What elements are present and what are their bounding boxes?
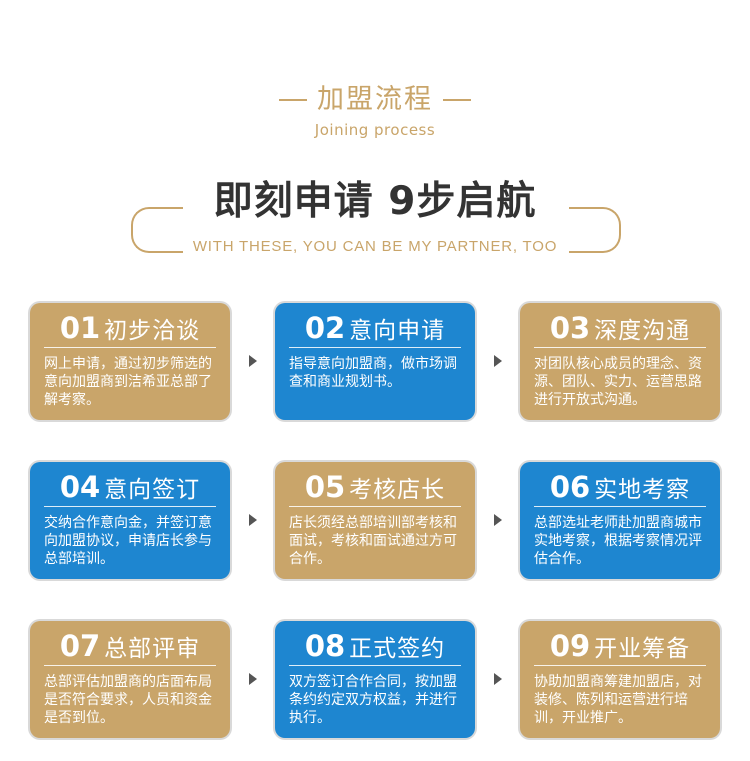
headline: 即刻申请 9步启航 [213,179,537,224]
step-card-header: 08 正式签约 [289,628,461,666]
step-card-header: 07 总部评审 [44,628,216,666]
step-card-07: 07 总部评审 总部评估加盟商的店面布局是否符合要求，人员和资金是否到位。 [30,621,230,738]
step-card-02: 02 意向申请 指导意向加盟商，做市场调查和商业规划书。 [275,303,475,420]
step-description: 对团队核心成员的理念、资源、团队、实力、运营思路进行开放式沟通。 [534,356,702,408]
step-number: 08 [304,629,346,663]
step-description: 双方签订合作合同，按加盟条约约定双方权益，并进行执行。 [289,674,457,726]
step-number: 07 [59,629,101,663]
step-title: 初步洽谈 [104,318,201,344]
arrow-right-icon [249,514,257,526]
step-description: 交纳合作意向金，并签订意向加盟协议，申请店长参与总部培训。 [44,515,212,567]
step-title: 考核店长 [349,477,446,503]
step-number: 01 [59,311,101,345]
step-number: 03 [549,311,591,345]
step-description: 店长须经总部培训部考核和面试，考核和面试通过方可合作。 [289,515,457,567]
step-number: 04 [59,470,101,504]
arrow-right-icon [494,673,502,685]
arrow-right-icon [494,514,502,526]
step-card-header: 01 初步洽谈 [44,310,216,348]
step-card-header: 03 深度沟通 [534,310,706,348]
step-card-06: 06 实地考察 总部选址老师赴加盟商城市实地考察，根据考察情况评估合作。 [520,462,720,579]
step-title: 实地考察 [594,477,691,503]
step-card-09: 09 开业筹备 协助加盟商筹建加盟店，对装修、陈列和运营进行培训，开业推广。 [520,621,720,738]
step-card-header: 06 实地考察 [534,469,706,507]
step-card-01: 01 初步洽谈 网上申请，通过初步筛选的意向加盟商到洁希亚总部了解考察。 [30,303,230,420]
tagline: WITH THESE, YOU CAN BE MY PARTNER, TOO [0,238,750,255]
step-card-header: 05 考核店长 [289,469,461,507]
arrow-right-icon [249,673,257,685]
header: 加盟流程 Joining process 即刻申请 9步启航 WITH THES… [0,0,750,290]
title-row: 加盟流程 [0,86,750,113]
step-card-03: 03 深度沟通 对团队核心成员的理念、资源、团队、实力、运营思路进行开放式沟通。 [520,303,720,420]
step-title: 深度沟通 [594,318,691,344]
title-dash-right [443,98,471,101]
step-description: 指导意向加盟商，做市场调查和商业规划书。 [289,356,457,390]
step-card-header: 02 意向申请 [289,310,461,348]
step-card-08: 08 正式签约 双方签订合作合同，按加盟条约约定双方权益，并进行执行。 [275,621,475,738]
step-card-05: 05 考核店长 店长须经总部培训部考核和面试，考核和面试通过方可合作。 [275,462,475,579]
step-card-header: 04 意向签订 [44,469,216,507]
step-title: 意向签订 [104,477,201,503]
step-number: 05 [304,470,346,504]
step-title: 开业筹备 [594,636,691,662]
step-title: 意向申请 [349,318,446,344]
page-title: 加盟流程 [317,84,433,115]
step-description: 协助加盟商筹建加盟店，对装修、陈列和运营进行培训，开业推广。 [534,674,702,726]
step-description: 网上申请，通过初步筛选的意向加盟商到洁希亚总部了解考察。 [44,356,212,408]
step-title: 正式签约 [349,636,446,662]
arrow-right-icon [249,355,257,367]
page-subtitle: Joining process [314,121,436,139]
title-dash-left [279,98,307,101]
step-title: 总部评审 [104,636,201,662]
bracket-left-decoration [131,207,183,253]
arrow-right-icon [494,355,502,367]
step-card-04: 04 意向签订 交纳合作意向金，并签订意向加盟协议，申请店长参与总部培训。 [30,462,230,579]
step-number: 02 [304,311,346,345]
step-number: 09 [549,629,591,663]
step-description: 总部评估加盟商的店面布局是否符合要求，人员和资金是否到位。 [44,674,212,726]
step-card-header: 09 开业筹备 [534,628,706,666]
step-description: 总部选址老师赴加盟商城市实地考察，根据考察情况评估合作。 [534,515,702,567]
tagline-text: WITH THESE, YOU CAN BE MY PARTNER, TOO [184,238,566,255]
step-number: 06 [549,470,591,504]
bracket-right-decoration [569,207,621,253]
